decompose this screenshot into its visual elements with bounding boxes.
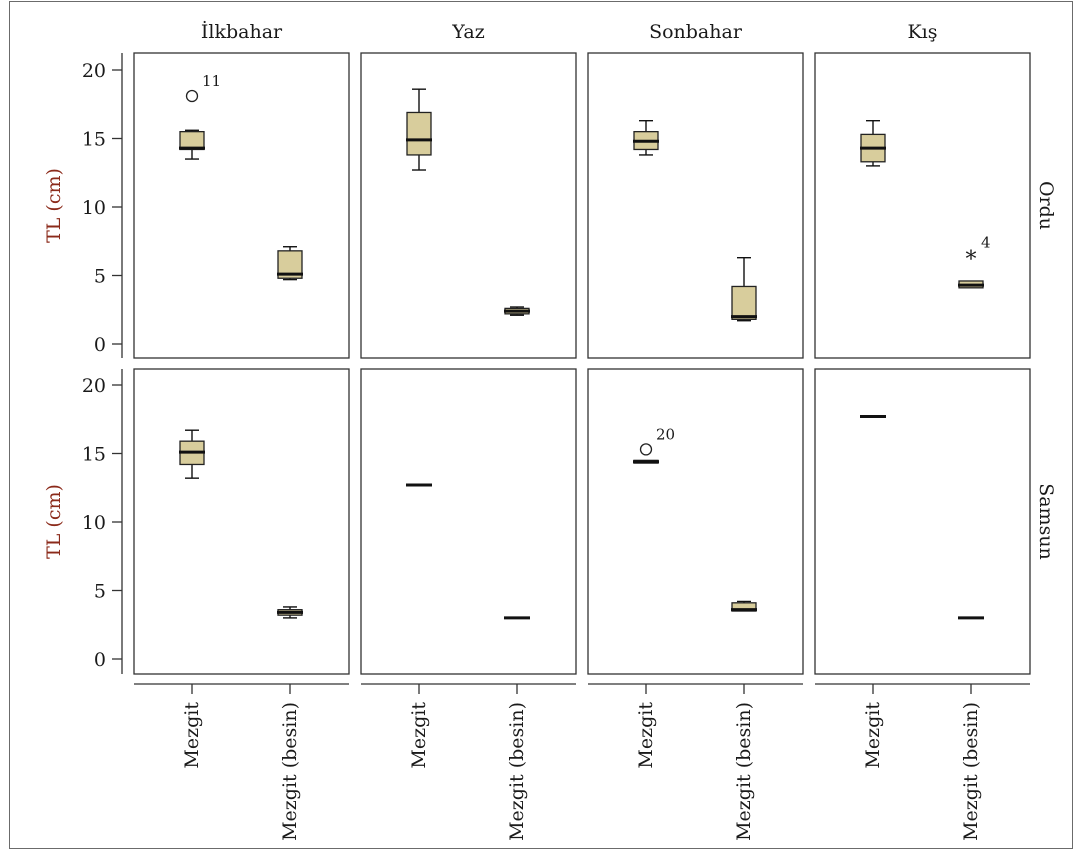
panel-frame xyxy=(587,368,804,675)
row-label: Samsun xyxy=(1035,483,1057,560)
panel-ordu-2 xyxy=(587,52,804,359)
box-mezgit: 11 xyxy=(179,72,221,160)
panel-ordu-3: *4 xyxy=(814,52,1031,359)
box-mezgit-besin xyxy=(277,606,303,619)
box-mezgit-besin xyxy=(731,600,757,612)
panel-samsun-2: 20 xyxy=(587,368,804,675)
panel-ordu-1 xyxy=(360,52,577,359)
panel-frame xyxy=(133,368,350,675)
column-header: Kış xyxy=(907,21,937,43)
y-tick-label: 0 xyxy=(94,334,106,356)
panel-samsun-1 xyxy=(360,368,577,675)
x-tick-label: Mezgit xyxy=(181,702,203,769)
outlier-label: 11 xyxy=(202,72,221,90)
panel-frame xyxy=(814,368,1031,675)
outlier-label: 4 xyxy=(981,234,991,252)
box-mezgit-besin xyxy=(277,246,303,281)
y-tick-label: 20 xyxy=(82,60,106,82)
box-mezgit xyxy=(406,88,432,171)
panel-samsun-3 xyxy=(814,368,1031,675)
x-tick-label: Mezgit (besin) xyxy=(279,702,301,841)
box-mezgit-besin xyxy=(731,256,757,322)
column-header: Sonbahar xyxy=(649,21,743,43)
box-mezgit-besin xyxy=(504,306,530,316)
iqr-box xyxy=(731,285,757,320)
box-mezgit-besin: *4 xyxy=(958,234,991,289)
y-tick-label: 15 xyxy=(82,444,106,466)
box-mezgit xyxy=(179,429,205,479)
panel-samsun-0 xyxy=(133,368,350,675)
panel-frame xyxy=(814,52,1031,359)
y-tick-label: 15 xyxy=(82,129,106,151)
panel-ordu-0: 11 xyxy=(133,52,350,359)
column-header: İlkbahar xyxy=(201,20,283,43)
x-tick-label: Mezgit xyxy=(635,702,657,769)
column-header: Yaz xyxy=(451,21,484,43)
x-tick-label: Mezgit (besin) xyxy=(733,702,755,841)
panel-frame xyxy=(133,52,350,359)
box-mezgit: 20 xyxy=(633,425,675,464)
y-tick-label: 10 xyxy=(82,197,106,219)
y-axis-title: TL (cm) xyxy=(43,484,65,559)
y-tick-label: 10 xyxy=(82,512,106,534)
box-mezgit xyxy=(633,119,659,156)
box-mezgit xyxy=(860,119,886,167)
iqr-box xyxy=(406,111,432,156)
y-axis-title: TL (cm) xyxy=(43,168,65,243)
x-tick-label: Mezgit (besin) xyxy=(960,702,982,841)
row-label: Ordu xyxy=(1035,181,1057,230)
y-tick-label: 0 xyxy=(94,649,106,671)
panel-frame xyxy=(360,368,577,675)
x-tick-label: Mezgit xyxy=(408,702,430,769)
y-tick-label: 5 xyxy=(94,581,106,603)
outlier-star: * xyxy=(966,248,977,273)
y-tick-label: 5 xyxy=(94,266,106,288)
outlier-marker xyxy=(185,89,199,103)
outlier-label: 20 xyxy=(656,425,675,443)
panel-frame xyxy=(587,52,804,359)
x-tick-label: Mezgit xyxy=(862,702,884,769)
x-tick-label: Mezgit (besin) xyxy=(506,702,528,841)
y-tick-label: 20 xyxy=(82,375,106,397)
outlier-marker xyxy=(639,443,653,456)
panel-frame xyxy=(360,52,577,359)
